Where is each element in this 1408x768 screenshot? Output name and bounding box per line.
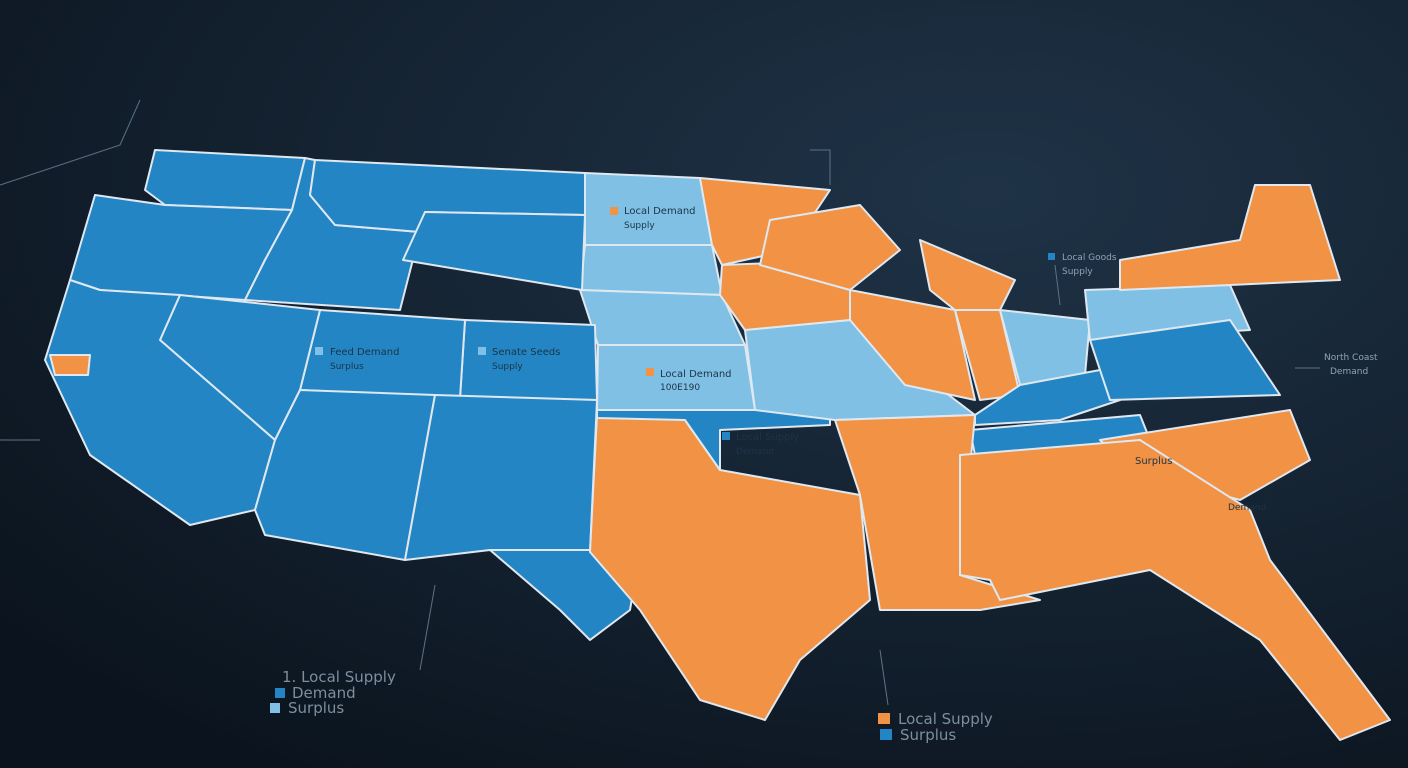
callout-label: North Coast	[1324, 353, 1378, 363]
legend-swatch	[878, 713, 890, 724]
legend-swatch	[880, 729, 892, 740]
legend-item: Local Supply	[898, 710, 993, 728]
state	[959, 439, 1391, 741]
state	[1119, 184, 1341, 291]
callout-label: Feed Demand	[330, 347, 399, 358]
state	[44, 279, 276, 526]
leader-line	[419, 584, 436, 671]
state	[759, 204, 901, 291]
callout-label: Local Demand	[624, 206, 696, 217]
callout-sub: Supply	[624, 221, 655, 231]
legend-left: 1. Local Supply Demand Surplus	[270, 668, 396, 717]
marker	[1048, 253, 1055, 260]
callout-sub: Supply	[1062, 267, 1093, 277]
leader-line	[1054, 264, 1061, 306]
state	[404, 394, 598, 561]
legend-swatch	[270, 703, 280, 713]
callout-lines	[0, 99, 1320, 706]
callout-label: Local Demand	[660, 369, 732, 380]
legend-item: Surplus	[288, 699, 344, 717]
states	[44, 149, 1391, 741]
callout-label: Senate Seeds	[492, 347, 560, 358]
legend-item: Demand	[292, 684, 356, 702]
callout-sub: Demand	[736, 447, 774, 457]
callout-sub: Demand	[1330, 367, 1368, 377]
marker	[315, 347, 323, 355]
legend-title: 1. Local Supply	[282, 668, 396, 686]
legend-swatch	[275, 688, 285, 698]
state	[579, 244, 723, 296]
callout-sub: Supply	[492, 362, 523, 372]
marker	[722, 432, 730, 440]
state	[849, 289, 976, 401]
state	[49, 354, 91, 376]
legend-item: Surplus	[900, 726, 956, 744]
marker	[478, 347, 486, 355]
callouts: Local Demand Supply Local Demand 100E190…	[315, 206, 1378, 513]
callout-label: Local Supply	[736, 432, 799, 443]
callout-sub: 100E190	[660, 383, 700, 393]
marker	[610, 207, 618, 215]
callout-label: Surplus	[1135, 456, 1172, 467]
leader-line	[879, 649, 889, 706]
leader-line	[810, 149, 831, 185]
leader-line	[0, 99, 141, 186]
state	[834, 414, 1041, 611]
state	[144, 149, 306, 211]
state	[1089, 319, 1281, 401]
state	[579, 289, 746, 346]
state	[459, 319, 598, 401]
callout-sub: Surplus	[330, 362, 364, 372]
state	[699, 177, 831, 266]
marker	[646, 368, 654, 376]
callout-sub: Demand	[1228, 503, 1266, 513]
callout-label: Local Goods	[1062, 253, 1117, 263]
legend-right: Local Supply Surplus	[878, 710, 993, 744]
